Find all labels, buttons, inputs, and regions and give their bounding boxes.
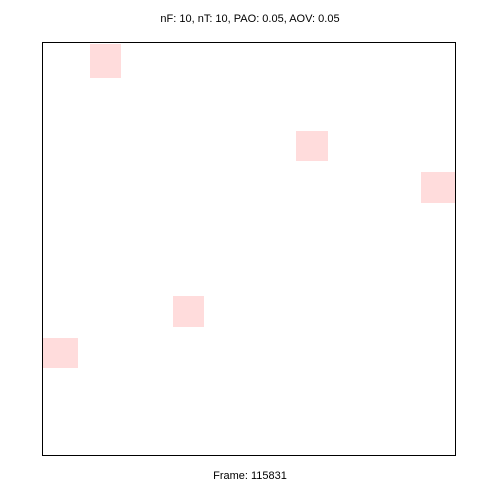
target-square-4: [173, 296, 204, 327]
frame-counter-label: Frame: 115831: [213, 470, 287, 482]
target-square-3: [421, 172, 455, 203]
simulation-stats-label: nF: 10, nT: 10, PAO: 0.05, AOV: 0.05: [160, 13, 340, 25]
target-square-1: [90, 44, 121, 78]
target-square-5: [43, 338, 78, 368]
target-square-2: [296, 131, 328, 161]
simulation-arena: [42, 42, 456, 456]
